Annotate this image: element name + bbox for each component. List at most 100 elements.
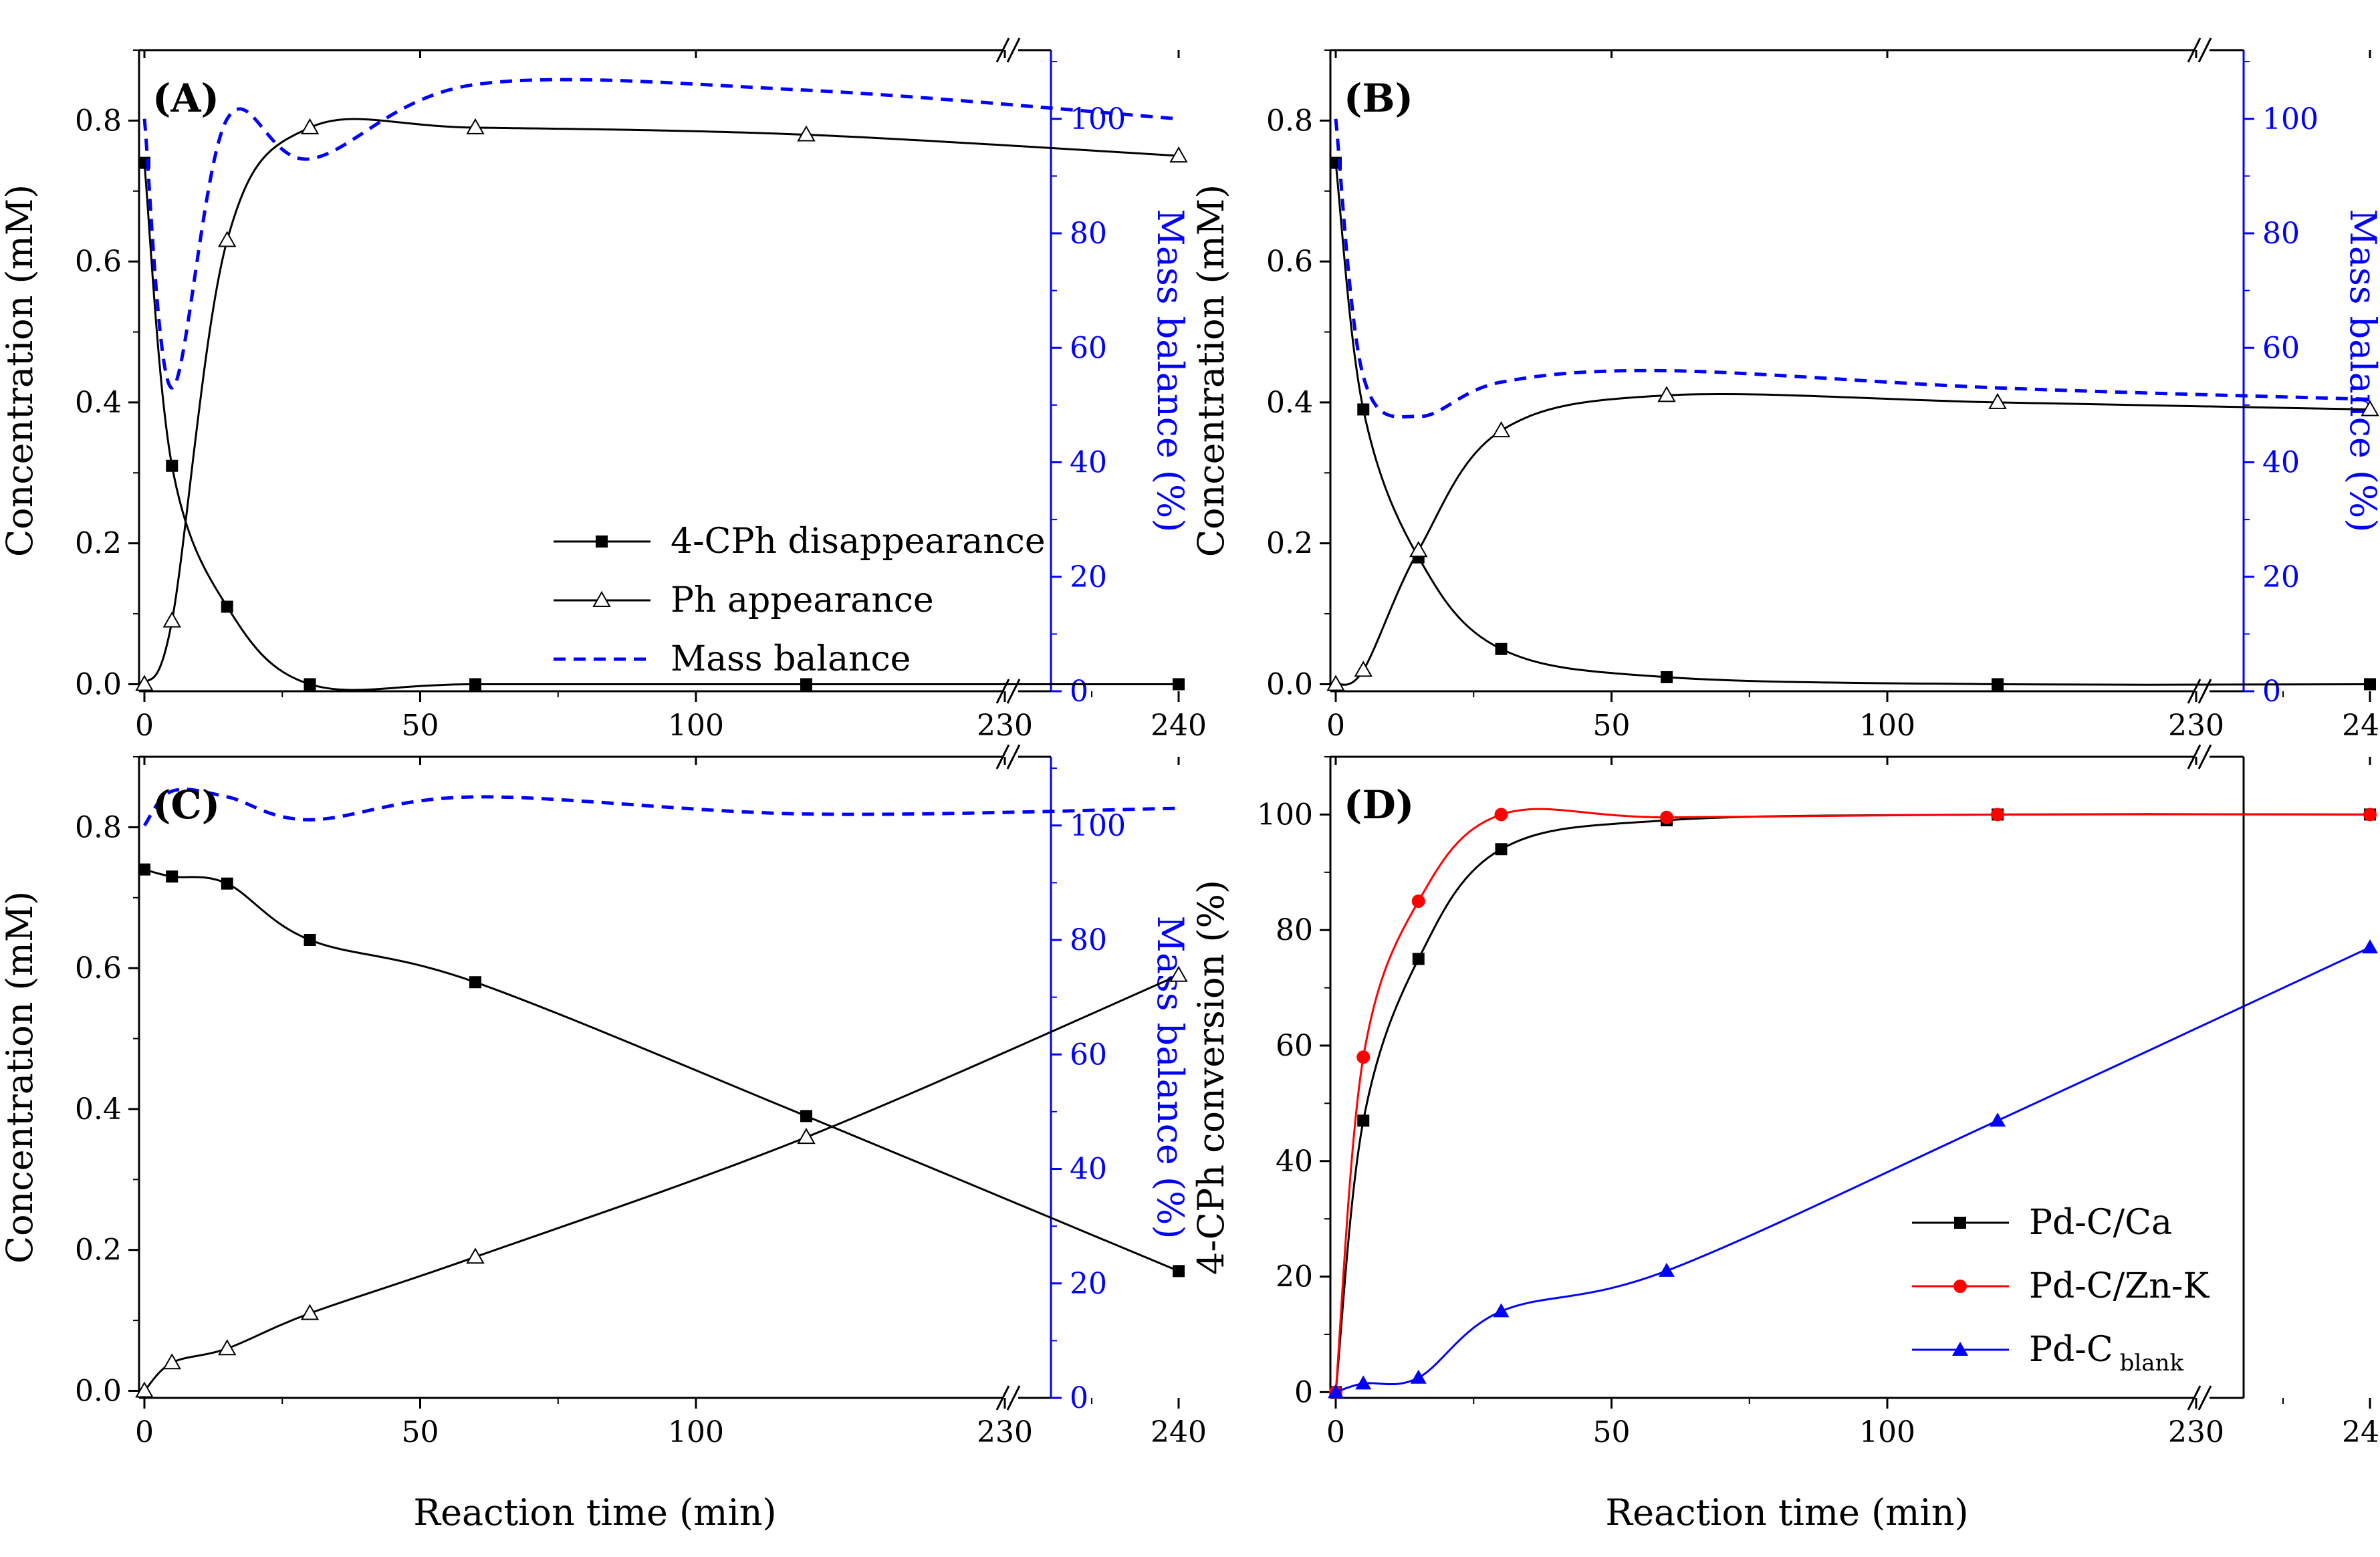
series-4-cph-disappearance [1330, 156, 2376, 691]
legend-item-4-cph-disappearance: 4-CPh disappearance [554, 521, 1046, 562]
series-ph-appearance-point [300, 118, 320, 134]
series-ph-appearance-point [1354, 661, 1373, 677]
series-4-cph-disappearance-point [1357, 403, 1370, 416]
y2-tick-label: 60 [1070, 331, 1107, 365]
x-tick-label: 50 [1593, 1415, 1631, 1449]
series-pd-c-zn-k-point [1494, 808, 1508, 822]
series-4-cph-disappearance-point [166, 459, 178, 472]
y-tick-label: 0.8 [75, 810, 122, 844]
series-ph-appearance-point [797, 1128, 816, 1145]
y2-tick-label: 100 [2262, 102, 2318, 136]
series-4-cph-disappearance-point [800, 1110, 812, 1122]
legend-marker [592, 590, 611, 607]
y2-tick-label: 20 [2262, 560, 2300, 594]
axis-break-mark [1006, 37, 1021, 63]
series-pd-c-ca-point [1357, 1114, 1370, 1127]
y-tick-label: 0.4 [75, 1092, 122, 1126]
series-ph-appearance-point [1169, 965, 1188, 982]
x-tick-label: 240 [2342, 709, 2380, 743]
legend-marker [1954, 1217, 1966, 1229]
panel-b: 0 50 100 230 240 0.0 0.2 0.4 0.6 0.8 Concentration… [1190, 37, 2380, 743]
x-tick-label: 100 [1859, 1415, 1915, 1449]
y-tick-label: 0.4 [75, 386, 122, 420]
legend-marker [1953, 1280, 1967, 1293]
y-tick-label: 0.2 [75, 1233, 122, 1268]
y2-tick-label: 40 [1070, 1153, 1107, 1187]
y-tick-label: 0.4 [1266, 386, 1313, 420]
panel-c: 0 50 100 230 240 0.0 0.2 0.4 0.6 0.8 Concentration… [0, 744, 1207, 1534]
y-tick-label: 0.8 [75, 104, 122, 138]
series-4-cph-disappearance-point [469, 976, 481, 989]
series-ph-appearance-point [218, 231, 237, 247]
series-mass-balance [1334, 118, 2371, 418]
x-tick-label: 100 [668, 1415, 724, 1449]
axis-break-mark [2187, 1385, 2202, 1411]
series-ph-appearance-line [143, 974, 1179, 1392]
series-ph-appearance-line [143, 118, 1179, 685]
y-axis-label: Concentration (mM) [1190, 185, 1232, 557]
x-tick-label: 0 [1326, 1415, 1345, 1449]
y2-tick-label: 80 [2262, 217, 2300, 251]
axis-break-mark [2187, 37, 2202, 63]
series-ph-appearance-point [135, 1381, 154, 1398]
legend-item-mass-balance: Mass balance [554, 639, 911, 679]
series-4-cph-disappearance-point [1173, 678, 1185, 691]
series-ph-appearance [135, 118, 1188, 691]
y-tick-label: 0 [1294, 1375, 1313, 1409]
series-ph-appearance-point [1409, 541, 1428, 558]
series-pd-c-blank-point [2362, 939, 2378, 954]
y-tick-label: 0.6 [1266, 245, 1313, 279]
series-mass-balance [142, 78, 1179, 390]
series-ph-appearance-point [300, 1304, 320, 1320]
x-tick-label: 0 [135, 1415, 154, 1449]
series-pd-c-blank-point [1493, 1303, 1510, 1318]
series-pd-c-zn-k-point [1356, 1050, 1371, 1064]
legend-item-pd-c-zn-k: Pd-C/Zn-K [1912, 1266, 2210, 1306]
panel-label: (A) [152, 76, 219, 121]
series-ph-appearance-point [1169, 146, 1188, 163]
legend-item-pd-c-ca: Pd-C/Ca [1912, 1203, 2172, 1243]
y2-tick-label: 0 [1070, 675, 1088, 709]
legend-label-subscript: blank [2120, 1350, 2184, 1376]
series-4-cph-disappearance-point [1992, 678, 2004, 691]
y2-axis-label: Mass balance (%) [2342, 209, 2380, 533]
axis-break-mark [2197, 679, 2212, 704]
y-tick-label: 60 [1276, 1029, 1313, 1063]
series-pd-c-zn-k [1329, 808, 2377, 1399]
x-tick-label: 240 [1151, 709, 1207, 743]
series-4-cph-disappearance-line [1334, 162, 2371, 686]
series-pd-c-zn-k-point [2363, 808, 2377, 822]
series-ph-appearance-point [2361, 400, 2379, 416]
y-tick-label: 0.6 [75, 245, 122, 279]
y-axis-label: Concentration (mM) [0, 891, 41, 1264]
series-4-cph-disappearance-point [469, 678, 481, 691]
axis-break-mark [1006, 744, 1021, 769]
series-pd-c-blank-line [1335, 946, 2371, 1393]
series-pd-c-zn-k-line [1334, 808, 2371, 1393]
legend-label: Pd-C blank [2029, 1330, 2183, 1376]
panel-a: 0 50 100 230 240 0.0 0.2 0.4 0.6 0.8 Concentration… [0, 37, 1207, 743]
y-tick-label: 0.8 [1266, 104, 1313, 138]
series-4-cph-disappearance-point [2364, 678, 2376, 691]
y2-tick-label: 0 [1070, 1381, 1088, 1415]
y-tick-label: 0.0 [75, 1374, 122, 1408]
series-4-cph-disappearance-point [221, 877, 233, 890]
series-ph-appearance-point [466, 118, 485, 134]
series-pd-c-blank-point [1990, 1112, 2006, 1127]
series-ph-appearance-line [1335, 392, 2371, 686]
x-axis-label: Reaction time (min) [1605, 1491, 1968, 1534]
x-tick-label: 0 [135, 709, 154, 743]
legend-item-ph-appearance: Ph appearance [554, 580, 934, 620]
axis-break-mark [2197, 1385, 2212, 1411]
series-pd-c-ca [1330, 808, 2376, 1399]
y2-tick-label: 20 [1070, 560, 1107, 594]
series-ph-appearance-point [162, 1353, 181, 1370]
series-pd-c-zn-k-point [1660, 810, 1673, 824]
series-4-cph-disappearance-point [1173, 1265, 1185, 1278]
series-4-cph-disappearance-point [1495, 642, 1508, 655]
legend-label: 4-CPh disappearance [671, 521, 1046, 562]
series-mass-balance-line [142, 78, 1179, 390]
legend-marker [596, 535, 608, 548]
y-axis-label: 4-CPh conversion (%) [1190, 880, 1232, 1275]
